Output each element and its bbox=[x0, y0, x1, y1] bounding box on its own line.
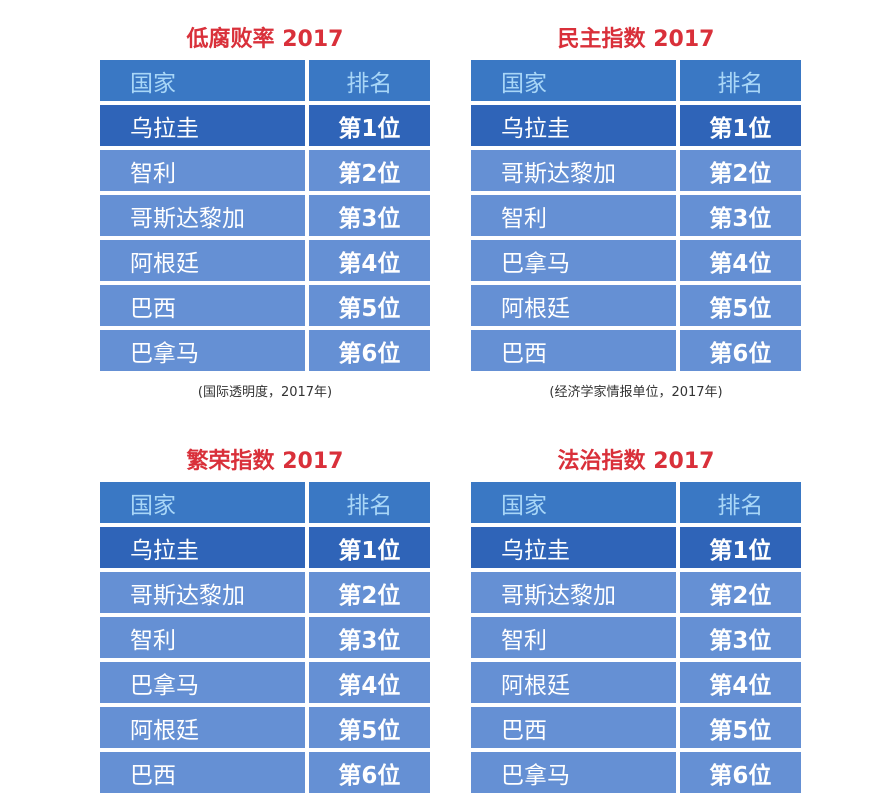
table-title: 民主指数 2017 bbox=[557, 27, 715, 52]
rank-cell: 第6位 bbox=[675, 752, 801, 793]
table-row: 巴西 第5位 bbox=[471, 707, 801, 748]
header-country: 国家 bbox=[471, 60, 676, 101]
table-row: 乌拉圭 第1位 bbox=[100, 105, 430, 146]
rank-cell: 第4位 bbox=[304, 240, 430, 281]
country-cell: 巴西 bbox=[471, 707, 676, 748]
rank-cell: 第1位 bbox=[304, 527, 430, 568]
country-cell: 阿根廷 bbox=[100, 707, 305, 748]
ranking-table-block: 法治指数 2017 国家 排名 乌拉圭 第1位 哥斯达黎加 第2位 智利 第3位… bbox=[471, 446, 801, 797]
country-cell: 乌拉圭 bbox=[100, 527, 305, 568]
country-cell: 哥斯达黎加 bbox=[471, 572, 676, 613]
rank-cell: 第1位 bbox=[675, 105, 801, 146]
ranking-table-block: 民主指数 2017 国家 排名 乌拉圭 第1位 哥斯达黎加 第2位 智利 第3位… bbox=[471, 24, 801, 400]
country-cell: 巴西 bbox=[100, 752, 305, 793]
table-row: 巴拿马 第4位 bbox=[100, 662, 430, 703]
country-cell: 巴拿马 bbox=[100, 662, 305, 703]
country-cell: 智利 bbox=[100, 617, 305, 658]
ranking-table: 国家 排名 乌拉圭 第1位 智利 第2位 哥斯达黎加 第3位 阿根廷 第4位 巴… bbox=[100, 56, 430, 375]
table-row: 哥斯达黎加 第2位 bbox=[471, 150, 801, 191]
ranking-table: 国家 排名 乌拉圭 第1位 哥斯达黎加 第2位 智利 第3位 巴拿马 第4位 阿… bbox=[471, 56, 801, 375]
country-cell: 巴拿马 bbox=[100, 330, 305, 371]
table-row: 智利 第3位 bbox=[100, 617, 430, 658]
rank-cell: 第4位 bbox=[304, 662, 430, 703]
header-rank: 排名 bbox=[675, 60, 801, 101]
country-cell: 哥斯达黎加 bbox=[471, 150, 676, 191]
rank-cell: 第6位 bbox=[304, 752, 430, 793]
table-row: 阿根廷 第5位 bbox=[471, 285, 801, 326]
country-cell: 哥斯达黎加 bbox=[100, 572, 305, 613]
rank-cell: 第5位 bbox=[304, 707, 430, 748]
rank-cell: 第5位 bbox=[304, 285, 430, 326]
table-header: 国家 排名 bbox=[471, 60, 801, 101]
table-title: 法治指数 2017 bbox=[557, 449, 715, 474]
table-row: 哥斯达黎加 第3位 bbox=[100, 195, 430, 236]
table-row: 阿根廷 第4位 bbox=[471, 662, 801, 703]
table-row: 乌拉圭 第1位 bbox=[471, 527, 801, 568]
header-rank: 排名 bbox=[675, 482, 801, 523]
table-row: 阿根廷 第4位 bbox=[100, 240, 430, 281]
country-cell: 哥斯达黎加 bbox=[100, 195, 305, 236]
table-row: 哥斯达黎加 第2位 bbox=[100, 572, 430, 613]
country-cell: 巴西 bbox=[100, 285, 305, 326]
rank-cell: 第6位 bbox=[675, 330, 801, 371]
country-cell: 阿根廷 bbox=[471, 662, 676, 703]
country-cell: 智利 bbox=[471, 195, 676, 236]
rank-cell: 第3位 bbox=[304, 195, 430, 236]
table-row: 智利 第2位 bbox=[100, 150, 430, 191]
table-row: 巴西 第6位 bbox=[471, 330, 801, 371]
country-cell: 巴西 bbox=[471, 330, 676, 371]
source-note: (国际透明度，2017年) bbox=[197, 385, 333, 400]
table-title: 低腐败率 2017 bbox=[186, 27, 344, 52]
table-row: 乌拉圭 第1位 bbox=[100, 527, 430, 568]
rank-cell: 第2位 bbox=[675, 150, 801, 191]
country-cell: 阿根廷 bbox=[100, 240, 305, 281]
table-header: 国家 排名 bbox=[100, 482, 430, 523]
header-country: 国家 bbox=[471, 482, 676, 523]
table-title: 繁荣指数 2017 bbox=[186, 449, 344, 474]
table-header: 国家 排名 bbox=[471, 482, 801, 523]
country-cell: 阿根廷 bbox=[471, 285, 676, 326]
table-row: 哥斯达黎加 第2位 bbox=[471, 572, 801, 613]
country-cell: 乌拉圭 bbox=[471, 105, 676, 146]
ranking-table: 国家 排名 乌拉圭 第1位 哥斯达黎加 第2位 智利 第3位 阿根廷 第4位 巴… bbox=[471, 478, 801, 797]
ranking-table: 国家 排名 乌拉圭 第1位 哥斯达黎加 第2位 智利 第3位 巴拿马 第4位 阿… bbox=[100, 478, 430, 797]
ranking-table-block: 繁荣指数 2017 国家 排名 乌拉圭 第1位 哥斯达黎加 第2位 智利 第3位… bbox=[100, 446, 430, 797]
rank-cell: 第4位 bbox=[675, 240, 801, 281]
header-rank: 排名 bbox=[304, 60, 430, 101]
country-cell: 智利 bbox=[100, 150, 305, 191]
country-cell: 乌拉圭 bbox=[471, 527, 676, 568]
table-row: 巴西 第6位 bbox=[100, 752, 430, 793]
country-cell: 乌拉圭 bbox=[100, 105, 305, 146]
rank-cell: 第5位 bbox=[675, 707, 801, 748]
table-header: 国家 排名 bbox=[100, 60, 430, 101]
rank-cell: 第5位 bbox=[675, 285, 801, 326]
table-row: 阿根廷 第5位 bbox=[100, 707, 430, 748]
table-row: 巴拿马 第6位 bbox=[100, 330, 430, 371]
rank-cell: 第2位 bbox=[675, 572, 801, 613]
table-row: 巴西 第5位 bbox=[100, 285, 430, 326]
table-row: 乌拉圭 第1位 bbox=[471, 105, 801, 146]
header-country: 国家 bbox=[100, 60, 305, 101]
table-row: 智利 第3位 bbox=[471, 617, 801, 658]
country-cell: 巴拿马 bbox=[471, 752, 676, 793]
country-cell: 智利 bbox=[471, 617, 676, 658]
table-row: 巴拿马 第4位 bbox=[471, 240, 801, 281]
rank-cell: 第6位 bbox=[304, 330, 430, 371]
rank-cell: 第2位 bbox=[304, 150, 430, 191]
rank-cell: 第3位 bbox=[675, 617, 801, 658]
header-rank: 排名 bbox=[304, 482, 430, 523]
rank-cell: 第3位 bbox=[675, 195, 801, 236]
rank-cell: 第3位 bbox=[304, 617, 430, 658]
country-cell: 巴拿马 bbox=[471, 240, 676, 281]
rank-cell: 第4位 bbox=[675, 662, 801, 703]
source-note: (经济学家情报单位，2017年) bbox=[549, 385, 723, 400]
rank-cell: 第1位 bbox=[675, 527, 801, 568]
ranking-table-block: 低腐败率 2017 国家 排名 乌拉圭 第1位 智利 第2位 哥斯达黎加 第3位… bbox=[100, 24, 430, 400]
header-country: 国家 bbox=[100, 482, 305, 523]
table-row: 巴拿马 第6位 bbox=[471, 752, 801, 793]
table-row: 智利 第3位 bbox=[471, 195, 801, 236]
rank-cell: 第1位 bbox=[304, 105, 430, 146]
rank-cell: 第2位 bbox=[304, 572, 430, 613]
